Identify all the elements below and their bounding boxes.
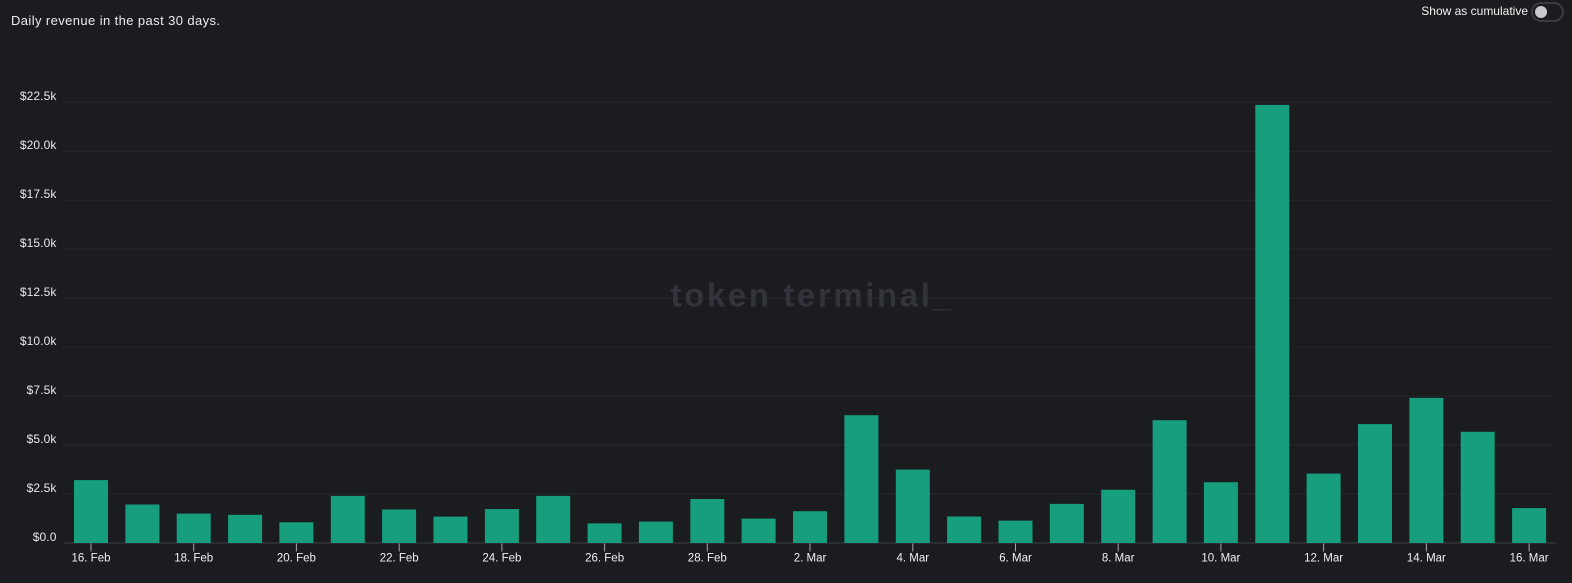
- svg-text:$22.5k: $22.5k: [20, 89, 58, 103]
- svg-text:12. Mar: 12. Mar: [1304, 553, 1343, 565]
- svg-text:$20.0k: $20.0k: [20, 138, 58, 152]
- svg-text:28. Feb: 28. Feb: [688, 553, 727, 565]
- svg-text:$17.5k: $17.5k: [20, 187, 58, 201]
- svg-text:18. Feb: 18. Feb: [174, 553, 213, 565]
- svg-text:2. Mar: 2. Mar: [794, 553, 827, 565]
- svg-text:20. Feb: 20. Feb: [277, 553, 316, 565]
- svg-text:$5.0k: $5.0k: [27, 432, 58, 446]
- svg-text:$15.0k: $15.0k: [20, 236, 58, 250]
- svg-text:$7.5k: $7.5k: [27, 383, 58, 397]
- svg-text:10. Mar: 10. Mar: [1201, 553, 1240, 565]
- svg-text:8. Mar: 8. Mar: [1102, 553, 1135, 565]
- svg-text:22. Feb: 22. Feb: [380, 553, 419, 565]
- svg-text:16. Feb: 16. Feb: [72, 553, 111, 565]
- svg-text:26. Feb: 26. Feb: [585, 553, 624, 565]
- svg-text:$2.5k: $2.5k: [27, 481, 58, 495]
- svg-text:4. Mar: 4. Mar: [897, 553, 930, 565]
- svg-text:$10.0k: $10.0k: [20, 334, 58, 348]
- svg-text:$12.5k: $12.5k: [20, 285, 58, 299]
- svg-text:$0.0: $0.0: [33, 530, 57, 544]
- svg-text:16. Mar: 16. Mar: [1510, 553, 1549, 565]
- svg-text:token terminal_: token terminal_: [671, 277, 954, 314]
- svg-text:6. Mar: 6. Mar: [999, 553, 1032, 565]
- svg-text:14. Mar: 14. Mar: [1407, 553, 1446, 565]
- svg-text:24. Feb: 24. Feb: [482, 553, 521, 565]
